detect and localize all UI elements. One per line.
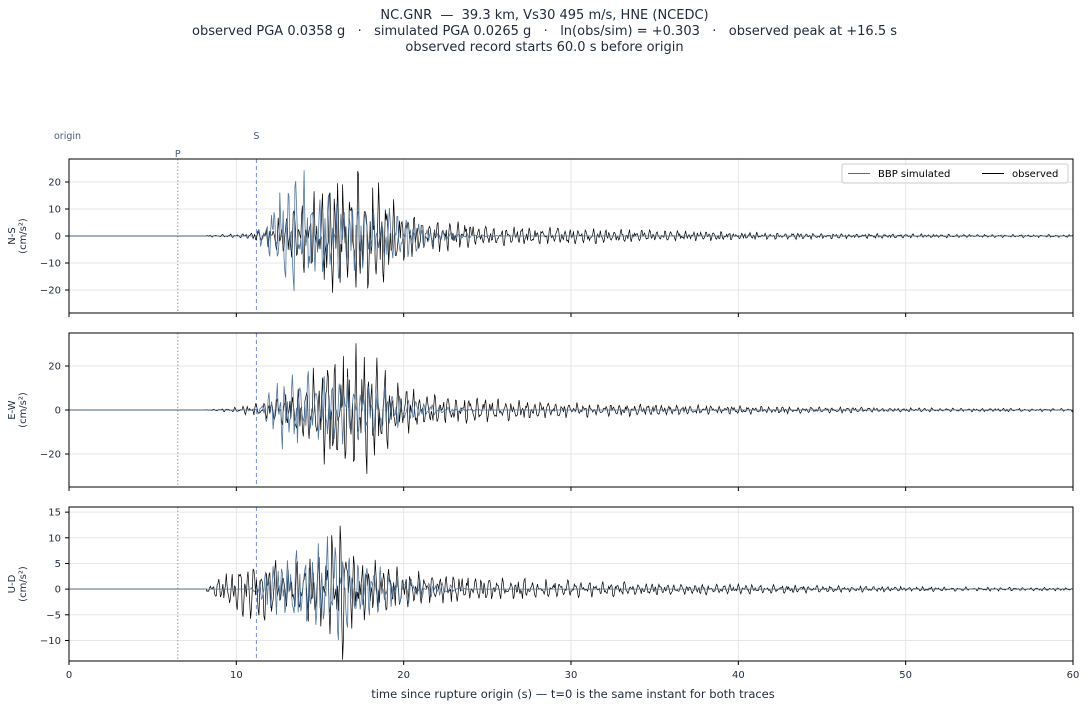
legend-label-simulated: BBP simulated [878, 169, 950, 180]
x-axis-label: time since rupture origin (s) — t=0 is t… [371, 687, 775, 701]
observed-trace [69, 525, 1073, 660]
y-tick-label: −20 [40, 450, 61, 461]
y-axis-label: N-S [7, 227, 18, 244]
x-tick-label: 20 [397, 670, 410, 681]
y-tick-label: 20 [48, 177, 61, 188]
chart-title-line-2: observed PGA 0.0358 g · simulated PGA 0.… [191, 24, 898, 39]
simulated-trace [69, 371, 1073, 450]
x-tick-label: 60 [1067, 670, 1080, 681]
y-tick-label: 10 [48, 204, 61, 215]
y-tick-label: −10 [40, 636, 61, 647]
x-tick-label: 30 [565, 670, 578, 681]
x-tick-label: 10 [230, 670, 243, 681]
y-tick-label: −10 [40, 259, 61, 270]
y-tick-label: 0 [55, 585, 61, 596]
y-tick-label: 5 [55, 559, 61, 570]
legend: BBP simulated observed [841, 163, 1069, 184]
x-tick-label: 0 [66, 670, 72, 681]
panel-e-w: −20 0 20 E-W (cm/s²) [7, 332, 1074, 491]
y-tick-label: 20 [48, 362, 61, 373]
y-axis-label: (cm/s²) [18, 392, 29, 428]
legend-box [841, 163, 1069, 184]
origin-marker-label: origin [54, 131, 81, 142]
y-axis-label: U-D [7, 574, 18, 593]
panel-u-d: −10 −5 0 5 10 15 U-D (cm/s²) [7, 506, 1074, 665]
legend-label-observed: observed [1012, 169, 1058, 180]
y-axis-label: (cm/s²) [18, 218, 29, 254]
y-tick-label: 10 [48, 533, 61, 544]
p-marker-label: P [175, 149, 181, 160]
x-tick-label: 40 [732, 670, 745, 681]
y-tick-label: 15 [48, 508, 61, 519]
y-tick-label: −5 [46, 610, 61, 621]
s-marker-label: S [253, 131, 259, 142]
y-tick-label: 0 [55, 232, 61, 243]
simulated-trace [69, 536, 1073, 641]
y-axis-label: (cm/s²) [18, 566, 29, 602]
x-tick-label: 50 [899, 670, 912, 681]
chart-title-line-3: observed record starts 60.0 s before ori… [405, 40, 684, 55]
y-tick-label: 0 [55, 406, 61, 417]
chart-title-line-1: NC.GNR — 39.3 km, Vs30 495 m/s, HNE (NCE… [380, 8, 709, 23]
simulated-trace [69, 170, 1073, 292]
y-tick-label: −20 [40, 286, 61, 297]
y-axis-label: E-W [7, 400, 18, 420]
